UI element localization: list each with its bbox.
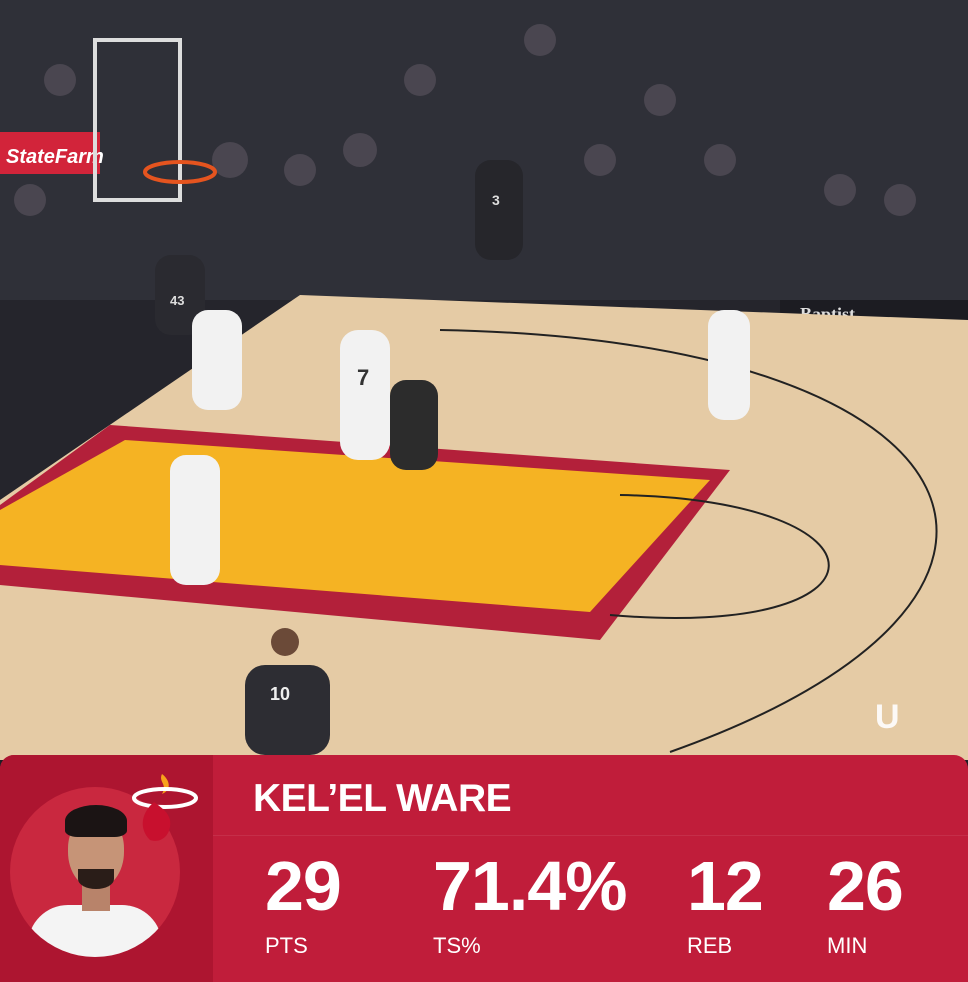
stat-label: TS%	[433, 933, 481, 958]
svg-text:3: 3	[492, 192, 500, 208]
rim	[143, 160, 217, 184]
stat-value: 29	[265, 847, 342, 925]
stat-reb: 12 REB	[687, 847, 764, 959]
stat-value: 26	[827, 847, 904, 925]
stat-label: REB	[687, 933, 733, 958]
stat-value: 71.4%	[433, 847, 627, 925]
stat-value: 12	[687, 847, 764, 925]
player-stat-card: KEL’EL WARE 29 PTS 71.4% TS% 12 REB 26 M…	[0, 755, 968, 982]
divider	[213, 835, 968, 836]
stat-label: PTS	[265, 933, 308, 958]
backboard	[93, 38, 182, 202]
stat-pts: 29 PTS	[265, 847, 342, 959]
miami-heat-logo-icon	[132, 774, 198, 841]
referee-number: 10	[270, 684, 290, 704]
stat-label: MIN	[827, 933, 868, 958]
players: 7 3 43 10	[155, 160, 750, 755]
crowd-people	[14, 24, 916, 216]
game-photo: Baptist StateFarm 7 3 43 10 U	[0, 0, 968, 760]
stat-ts: 71.4% TS%	[433, 847, 627, 959]
svg-text:7: 7	[357, 365, 369, 390]
stat-min: 26 MIN	[827, 847, 904, 959]
svg-text:43: 43	[170, 293, 184, 308]
statefarm-sign: StateFarm	[6, 146, 104, 168]
watermark-logo: U	[875, 698, 900, 736]
player-name: KEL’EL WARE	[253, 777, 512, 820]
